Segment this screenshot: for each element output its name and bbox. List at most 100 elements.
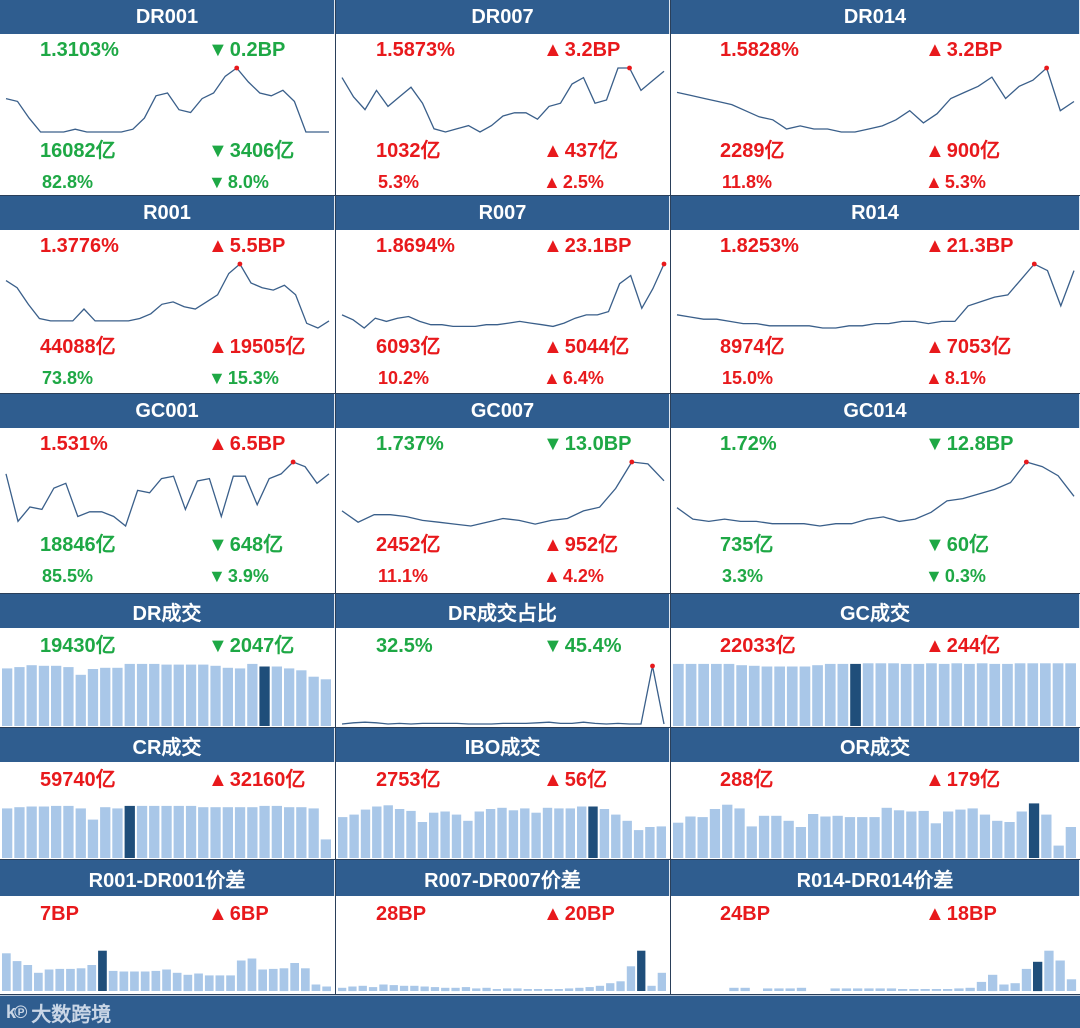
- rate-change: ▲ 23.1BP: [543, 235, 632, 257]
- bar: [119, 971, 129, 991]
- rate-change: ▼ 12.8BP: [925, 433, 1014, 455]
- volume-change: ▲ 437亿: [543, 140, 618, 162]
- rate-value: 1.531%: [40, 433, 108, 455]
- bar: [130, 971, 139, 991]
- bar: [406, 810, 416, 858]
- bar: [647, 985, 656, 991]
- panel-R014: R014 1.8253% ▲ 21.3BP 8974亿 ▲ 7053亿 15.0% ▲ 8.1%: [671, 196, 1080, 394]
- bar: [149, 663, 160, 726]
- bar: [44, 969, 54, 991]
- bar: [51, 665, 62, 726]
- bar: [748, 665, 760, 726]
- bar: [26, 806, 37, 858]
- bar: [204, 975, 214, 991]
- bar: [136, 663, 148, 726]
- bar: [709, 809, 721, 858]
- bar: [881, 807, 892, 858]
- bar: [544, 989, 553, 991]
- max-point-marker: [629, 459, 635, 465]
- volume-value: 16082亿: [40, 140, 116, 162]
- max-point-marker: [650, 663, 655, 669]
- rate-value-value: 1.5873%: [376, 39, 455, 61]
- panel-title: DR014: [671, 0, 1080, 34]
- bar: [685, 816, 696, 858]
- bar: [1040, 663, 1051, 726]
- bar: [951, 663, 963, 726]
- bar: [967, 808, 978, 858]
- volume-change-value: 952亿: [564, 534, 619, 556]
- rate-change: ▼ 13.0BP: [543, 433, 632, 455]
- bar: [284, 668, 295, 726]
- bar: [616, 981, 625, 992]
- chart-GC014: [676, 459, 1075, 527]
- bar: [451, 814, 462, 858]
- bar: [136, 805, 148, 858]
- panel-title: DR001: [0, 0, 335, 34]
- panel-GC成交: GC成交 22033亿 ▲ 244亿: [671, 594, 1080, 728]
- bar: [194, 973, 203, 992]
- bar: [906, 811, 917, 858]
- bar: [722, 804, 733, 858]
- bar: [857, 817, 868, 858]
- panel-title: OR成交: [671, 728, 1080, 762]
- series-line: [341, 67, 665, 133]
- summary-change-value: 18BP: [946, 903, 997, 925]
- panel-title: GC成交: [671, 594, 1080, 628]
- bar: [799, 666, 811, 726]
- bar: [864, 988, 874, 991]
- share-value-value: 73.8%: [42, 368, 94, 388]
- bar: [301, 968, 310, 992]
- bar: [736, 665, 747, 726]
- panel-R001-DR001价差: R001-DR001价差 7BP ▲ 6BP: [0, 860, 335, 995]
- panel-title: DR成交: [0, 594, 335, 628]
- bar: [26, 665, 37, 726]
- row-divider: [0, 593, 1080, 594]
- chart-R001: [5, 261, 330, 329]
- bar: [931, 989, 942, 991]
- chart-DR成交: [2, 663, 331, 726]
- triangle-up-icon: ▲: [543, 534, 563, 556]
- bar: [451, 987, 460, 992]
- brand-logo-text: 大数跨境: [31, 1004, 112, 1026]
- triangle-up-icon: ▲: [925, 140, 945, 162]
- bar: [554, 989, 563, 991]
- bar: [554, 808, 564, 858]
- max-point-marker: [1031, 261, 1037, 267]
- bar: [1002, 663, 1013, 726]
- summary-value: 2753亿: [376, 769, 441, 791]
- volume-change: ▼ 3406亿: [208, 140, 294, 162]
- footer-bar: k℗ 大数跨境: [0, 995, 1080, 1028]
- bar: [420, 986, 429, 992]
- bar: [599, 809, 610, 858]
- panel-title: DR007: [336, 0, 670, 34]
- bar: [513, 988, 522, 991]
- panel-DR007: DR007 1.5873% ▲ 3.2BP 1032亿 ▲ 437亿 5.3% ▲ 2.5%: [336, 0, 670, 196]
- share-change-value: 6.4%: [562, 368, 604, 388]
- bar: [1004, 822, 1015, 858]
- panel-title: R014-DR014价差: [671, 860, 1080, 896]
- triangle-down-icon: ▼: [543, 635, 563, 657]
- share-change-value: 4.2%: [562, 566, 604, 586]
- bar: [898, 989, 908, 991]
- bar: [296, 670, 307, 726]
- share-value: 5.3%: [378, 171, 419, 193]
- max-point-marker: [237, 261, 243, 267]
- bar: [349, 814, 359, 858]
- bar: [875, 988, 885, 991]
- series-line: [5, 67, 329, 133]
- bar: [656, 826, 666, 858]
- rate-value-value: 1.3103%: [40, 39, 119, 61]
- bar: [1065, 663, 1076, 726]
- bar: [633, 830, 644, 858]
- bar: [173, 805, 184, 858]
- bar: [533, 989, 543, 991]
- bar: [988, 974, 998, 992]
- chart-R007-DR007价差: [338, 950, 666, 992]
- bar: [832, 815, 843, 858]
- summary-value-value: 2753亿: [376, 769, 441, 791]
- volume-change: ▲ 7053亿: [925, 336, 1011, 358]
- bar: [812, 665, 823, 726]
- bar: [862, 663, 874, 726]
- bar: [151, 970, 161, 991]
- triangle-up-icon: ▲: [208, 903, 228, 925]
